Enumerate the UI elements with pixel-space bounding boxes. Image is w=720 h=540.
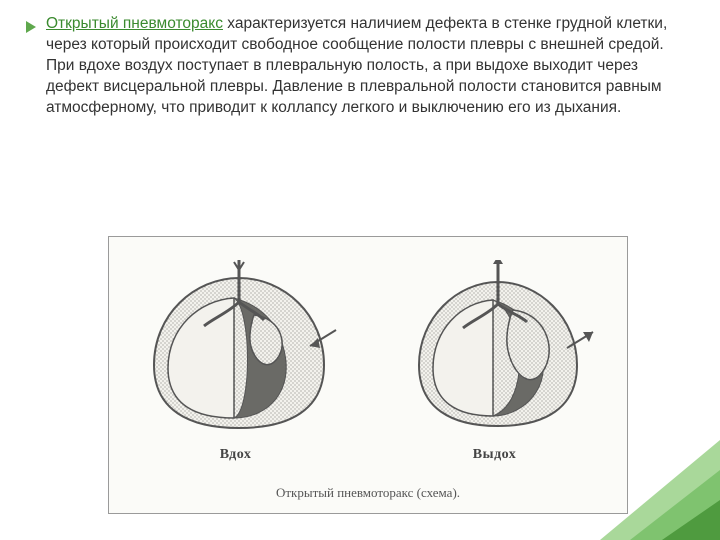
lung-left-icon: [134, 260, 344, 435]
label-inhale: Вдох: [220, 447, 252, 463]
figure-caption: Открытый пневмоторакс (схема).: [109, 485, 627, 501]
lung-right-icon: [393, 260, 603, 435]
term-link[interactable]: Открытый пневмоторакс: [46, 15, 223, 32]
figure-box: Вдох Выдох Открытый пневмоторакс (схема)…: [108, 236, 628, 514]
bullet-triangle-icon: [26, 20, 36, 38]
figure-labels: Вдох Выдох: [109, 447, 627, 463]
lungs-diagram: [109, 255, 627, 435]
bullet-row: Открытый пневмоторакс характеризуется на…: [26, 14, 684, 119]
slide: Открытый пневмоторакс характеризуется на…: [0, 0, 720, 540]
body-text: Открытый пневмоторакс характеризуется на…: [46, 14, 684, 119]
label-exhale: Выдох: [473, 447, 517, 463]
